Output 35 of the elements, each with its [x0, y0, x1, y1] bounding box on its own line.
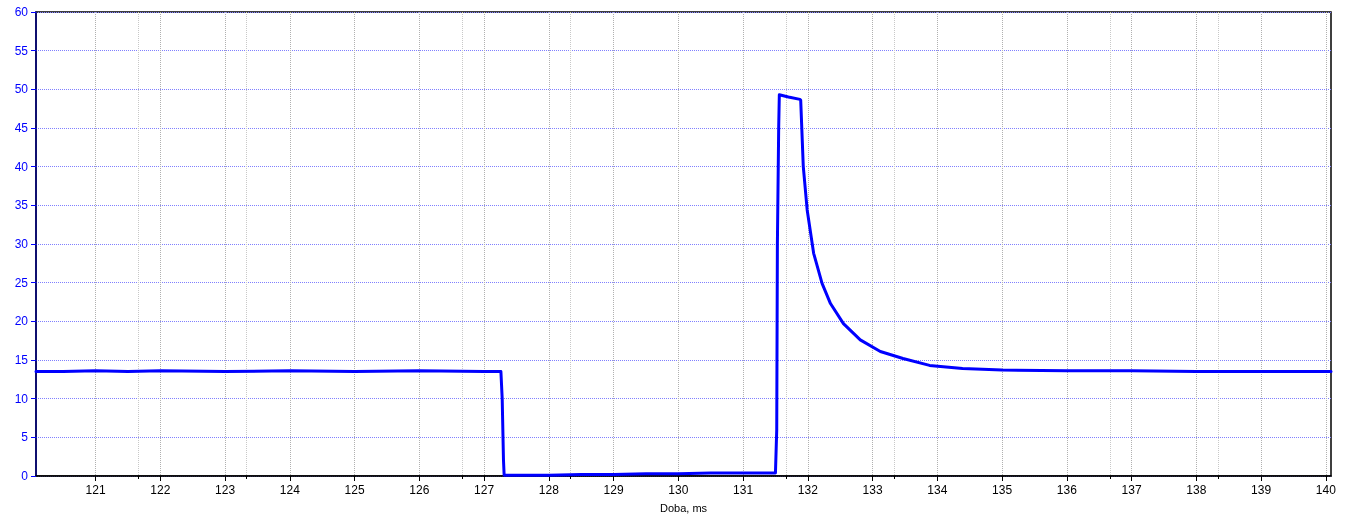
y-tick-label: 10: [14, 391, 29, 406]
x-tick-label: 128: [538, 483, 560, 497]
x-tick-label: 123: [215, 483, 236, 497]
x-tick-label: 124: [279, 483, 301, 497]
x-tick-label: 126: [409, 483, 430, 497]
y-tick-label: 20: [14, 314, 29, 329]
x-tick-label: 121: [85, 483, 106, 497]
y-tick-label: 55: [14, 43, 29, 58]
y-tick-label: 45: [14, 121, 29, 135]
x-tick-label: 139: [1251, 483, 1272, 497]
x-tick-label: 132: [797, 483, 819, 497]
x-tick-label: 137: [1121, 483, 1142, 497]
x-axis-title: Doba, ms: [659, 501, 708, 514]
x-tick-label: 129: [603, 483, 624, 497]
y-tick-label: 5: [21, 430, 29, 445]
x-tick-label: 140: [1315, 483, 1337, 497]
y-tick-label: 50: [14, 82, 29, 97]
y-tick-label: 25: [14, 275, 29, 290]
y-tick-label: 60: [14, 5, 29, 19]
x-tick-label: 135: [992, 483, 1013, 497]
x-tick-label: 133: [862, 483, 883, 497]
x-tick-label: 131: [733, 483, 754, 497]
x-tick-label: 125: [344, 483, 365, 497]
y-tick-label: 30: [14, 237, 29, 251]
y-tick-label: 40: [14, 159, 29, 174]
x-tick-label: 130: [668, 483, 689, 497]
x-tick-label: 138: [1186, 483, 1207, 497]
x-tick-label: 122: [150, 483, 171, 497]
x-tick-label: 134: [927, 483, 948, 497]
x-tick-label: 127: [474, 483, 495, 497]
x-tick-label: 136: [1056, 483, 1078, 497]
y-tick-label: 0: [21, 469, 29, 483]
y-tick-label: 35: [14, 198, 29, 213]
y-tick-label: 15: [14, 353, 29, 367]
line-series: [34, 93, 1333, 477]
